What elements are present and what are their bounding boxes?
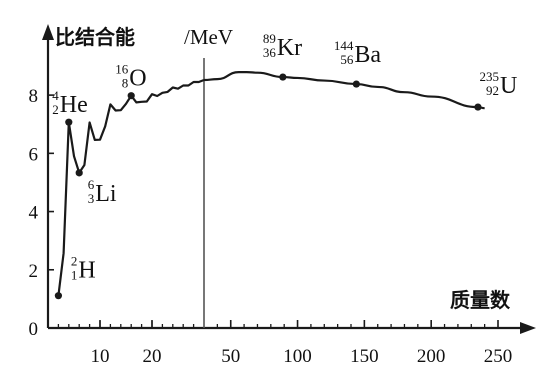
y-tick-label: 4 xyxy=(29,203,39,224)
y-tick-label: 0 xyxy=(29,319,39,340)
mass-number: 4 xyxy=(52,88,59,103)
y-axis-title: 比结合能 xyxy=(55,25,135,49)
y-axis-unit: /MeV xyxy=(184,25,233,49)
atomic-number: 92 xyxy=(486,83,499,98)
y-tick-label: 2 xyxy=(29,261,39,282)
mass-number: 16 xyxy=(115,62,129,77)
atomic-number: 36 xyxy=(263,45,277,60)
label-o-16: 168 O xyxy=(115,62,146,92)
mass-number: 235 xyxy=(479,69,499,84)
x-tick-label: 50 xyxy=(221,346,240,367)
mass-number: 89 xyxy=(263,31,276,46)
element-symbol: Kr xyxy=(277,35,302,61)
x-tick-label: 200 xyxy=(417,346,446,367)
element-symbol: Ba xyxy=(354,42,381,68)
x-tick-label: 250 xyxy=(484,346,513,367)
series-line xyxy=(57,71,485,296)
element-symbol: He xyxy=(60,92,88,118)
atomic-number: 3 xyxy=(88,191,95,206)
x-tick-label: 10 xyxy=(91,346,110,367)
element-symbol: O xyxy=(129,66,146,92)
y-axis-arrow xyxy=(42,24,54,40)
point-he-4 xyxy=(65,118,73,126)
label-he-4: 42 He xyxy=(52,88,87,118)
atomic-number: 1 xyxy=(71,268,78,283)
x-axis-arrow xyxy=(520,322,536,334)
mass-number: 6 xyxy=(88,177,95,192)
mass-number: 144 xyxy=(334,38,354,53)
atomic-number: 2 xyxy=(52,102,59,117)
label-h-2: 21 H xyxy=(71,254,96,284)
element-symbol: H xyxy=(78,258,95,284)
data-points xyxy=(54,73,482,300)
x-tick-label: 100 xyxy=(283,346,312,367)
mass-number: 2 xyxy=(71,254,78,269)
point-u-235 xyxy=(474,103,482,111)
label-li-6: 63 Li xyxy=(88,177,117,207)
point-o-16 xyxy=(127,92,135,100)
point-kr-89 xyxy=(279,73,287,81)
element-symbol: U xyxy=(500,73,517,99)
atomic-number: 8 xyxy=(122,76,129,91)
atomic-number: 56 xyxy=(340,52,354,67)
heavy-nuclei-line xyxy=(203,71,485,110)
axes xyxy=(42,24,536,334)
x-tick-label: 150 xyxy=(350,346,379,367)
point-h-2 xyxy=(54,292,63,300)
y-tick-label: 8 xyxy=(29,86,39,107)
x-axis-title: 质量数 xyxy=(450,288,511,312)
element-symbol: Li xyxy=(95,181,117,207)
point-ba-144 xyxy=(352,80,360,88)
y-tick-label: 6 xyxy=(29,144,39,165)
x-tick-label: 20 xyxy=(143,346,162,367)
point-li-6 xyxy=(75,169,83,177)
